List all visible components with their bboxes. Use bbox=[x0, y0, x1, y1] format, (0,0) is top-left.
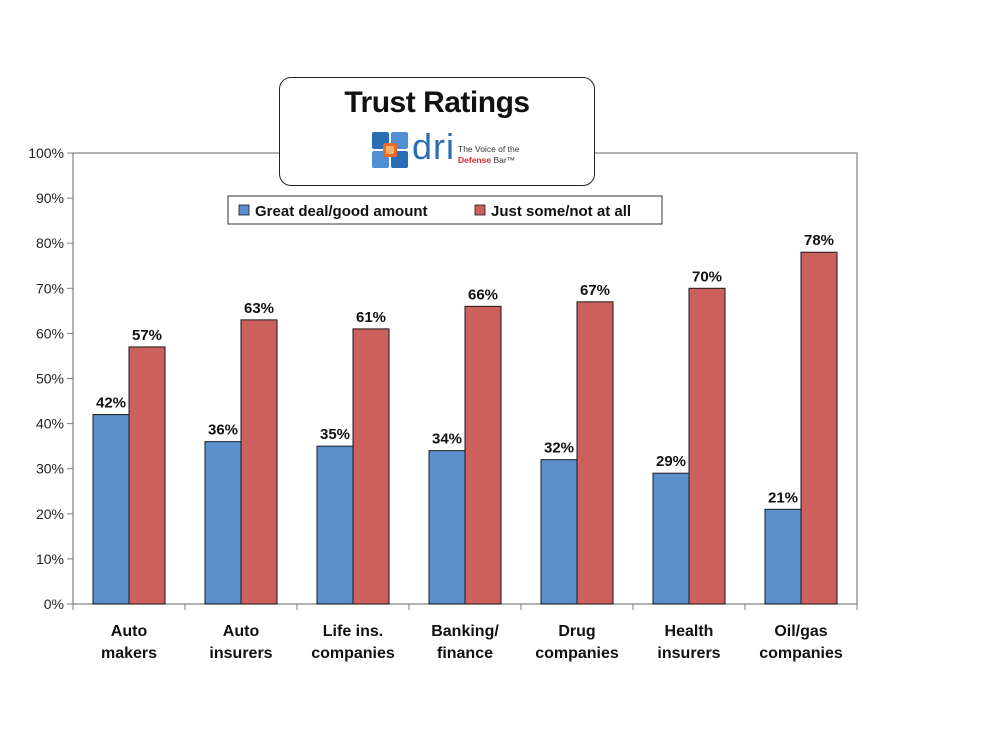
logo-tagline-2: Defense Bar™ bbox=[458, 155, 515, 165]
y-tick-label: 0% bbox=[44, 596, 64, 612]
data-label: 63% bbox=[244, 300, 274, 317]
dri-logo-mark-icon bbox=[372, 132, 408, 168]
data-label: 67% bbox=[580, 282, 610, 299]
bar-series-2 bbox=[688, 287, 726, 605]
legend-swatch bbox=[238, 204, 250, 216]
legend-label: Just some/not at all bbox=[491, 203, 631, 220]
x-category-label: Health bbox=[665, 623, 714, 640]
data-label: 57% bbox=[132, 327, 162, 344]
bar-series-1 bbox=[92, 414, 130, 605]
title-box: Trust Ratings dri The Voice of the Defen… bbox=[279, 77, 595, 186]
x-category-label: insurers bbox=[209, 645, 272, 662]
chart-title: Trust Ratings bbox=[344, 86, 530, 119]
bar-series-2 bbox=[352, 328, 390, 605]
data-label: 32% bbox=[544, 440, 574, 457]
y-tick-label: 20% bbox=[36, 506, 64, 522]
logo-word: dri bbox=[412, 126, 456, 167]
y-tick-label: 10% bbox=[36, 551, 64, 567]
data-label: 36% bbox=[208, 422, 238, 439]
bar-series-1 bbox=[204, 441, 242, 605]
y-tick-label: 90% bbox=[36, 190, 64, 206]
x-category-label: Auto bbox=[223, 623, 260, 640]
bar-series-2 bbox=[464, 305, 502, 605]
x-category-label: companies bbox=[759, 645, 843, 662]
bar-series-1 bbox=[764, 508, 802, 605]
logo-tagline-rest: Bar™ bbox=[491, 155, 516, 165]
x-category-label: Banking/ bbox=[431, 623, 499, 640]
x-category-label: Oil/gas bbox=[774, 623, 827, 640]
data-label: 61% bbox=[356, 309, 386, 326]
x-category-label: companies bbox=[535, 645, 619, 662]
logo-tagline-1: The Voice of the bbox=[458, 144, 520, 154]
x-category-label: Life ins. bbox=[323, 623, 383, 640]
bar-series-1 bbox=[316, 445, 354, 605]
legend-label: Great deal/good amount bbox=[255, 203, 428, 220]
legend-swatch bbox=[474, 204, 486, 216]
y-tick-label: 30% bbox=[36, 461, 64, 477]
bar-series-2 bbox=[800, 251, 838, 605]
bar-series-2 bbox=[576, 301, 614, 605]
x-category-label: Drug bbox=[558, 623, 595, 640]
data-label: 35% bbox=[320, 426, 350, 443]
bar-series-2 bbox=[240, 319, 278, 605]
y-tick-label: 80% bbox=[36, 235, 64, 251]
y-tick-label: 70% bbox=[36, 280, 64, 296]
data-label: 78% bbox=[804, 232, 834, 249]
data-label: 66% bbox=[468, 286, 498, 303]
logo-tagline-accent: Defense bbox=[458, 155, 492, 165]
bar-series-2 bbox=[128, 346, 166, 605]
data-label: 42% bbox=[96, 395, 126, 412]
bar-series-1 bbox=[428, 450, 466, 605]
legend-box bbox=[227, 195, 663, 225]
dri-logo: dri The Voice of the Defense Bar™ bbox=[372, 126, 542, 170]
x-category-label: companies bbox=[311, 645, 395, 662]
x-category-label: finance bbox=[437, 645, 493, 662]
data-label: 21% bbox=[768, 489, 798, 506]
data-label: 70% bbox=[692, 268, 722, 285]
data-label: 29% bbox=[656, 453, 686, 470]
y-tick-label: 60% bbox=[36, 325, 64, 341]
bar-series-1 bbox=[540, 459, 578, 605]
y-tick-label: 40% bbox=[36, 416, 64, 432]
x-category-label: makers bbox=[101, 645, 157, 662]
data-label: 34% bbox=[432, 431, 462, 448]
x-category-label: Auto bbox=[111, 623, 148, 640]
bar-series-1 bbox=[652, 472, 690, 605]
x-category-label: insurers bbox=[657, 645, 720, 662]
y-tick-label: 50% bbox=[36, 371, 64, 387]
y-tick-label: 100% bbox=[28, 145, 64, 161]
